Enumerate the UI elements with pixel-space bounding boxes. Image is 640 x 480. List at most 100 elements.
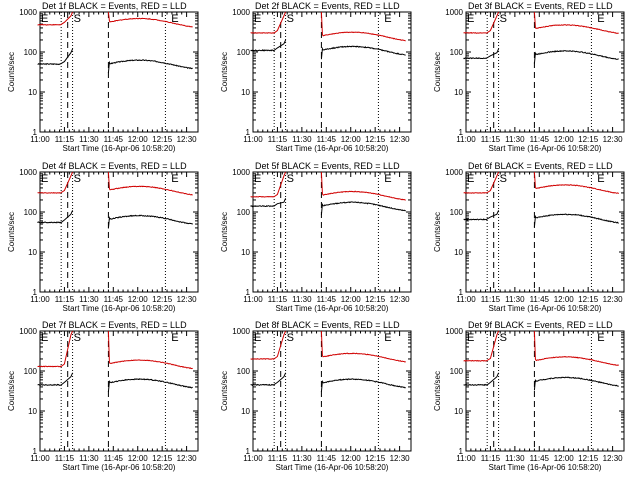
- y-tick-label: 1000: [445, 327, 463, 336]
- y-axis-label: Counts/sec: [220, 212, 229, 252]
- lld-series-line: [463, 330, 500, 362]
- lld-series-line: [533, 171, 620, 194]
- lld-series-line: [107, 171, 193, 196]
- plot-frame: [252, 11, 412, 133]
- lld-series-line: [250, 330, 287, 360]
- x-tick-label: 11:45: [317, 295, 337, 304]
- panel-title: Det 3f BLACK = Events, RED = LLD: [468, 1, 613, 11]
- y-tick-label: 1000: [445, 8, 463, 17]
- event-marker-label: E: [41, 332, 48, 344]
- y-tick-label: 1: [33, 288, 38, 297]
- x-tick-label: 12:30: [603, 295, 624, 304]
- lld-series-line: [320, 11, 406, 42]
- x-tick-label: 11:45: [530, 135, 550, 144]
- x-tick-label: 11:15: [55, 295, 75, 304]
- panel-title: Det 9f BLACK = Events, RED = LLD: [468, 320, 613, 330]
- plot-frame: [39, 330, 199, 452]
- events-series-line: [320, 201, 406, 216]
- lld-series-line: [463, 171, 500, 194]
- y-tick-label: 1000: [232, 327, 250, 336]
- x-tick-label: 12:30: [177, 295, 198, 304]
- x-tick-label: 11:15: [481, 454, 501, 463]
- x-tick-label: 12:00: [554, 454, 575, 463]
- y-tick-label: 100: [24, 48, 38, 57]
- x-tick-label: 11:45: [104, 295, 124, 304]
- x-tick-label: 12:15: [152, 295, 173, 304]
- events-series-line: [250, 39, 287, 52]
- detector-panel: Det 6f BLACK = Events, RED = LLD 1 10 100 10…: [433, 161, 625, 313]
- x-axis-label: Start Time (16-Apr-06 10:58:20): [489, 304, 602, 313]
- y-tick-label: 1: [459, 288, 464, 297]
- y-axis-label: Counts/sec: [220, 371, 229, 411]
- x-tick-label: 11:15: [55, 135, 75, 144]
- detector-panel: Det 4f BLACK = Events, RED = LLD 1 10 100 10…: [7, 161, 199, 313]
- y-tick-label: 100: [450, 367, 464, 376]
- plot-frame: [465, 330, 625, 452]
- event-marker-label: E: [384, 13, 391, 25]
- event-marker-label: E: [254, 332, 261, 344]
- x-axis-label: Start Time (16-Apr-06 10:58:20): [489, 144, 602, 153]
- y-axis-label: Counts/sec: [7, 52, 16, 92]
- x-tick-label: 11:00: [30, 295, 50, 304]
- y-tick-label: 1: [33, 128, 38, 137]
- x-axis-label: Start Time (16-Apr-06 10:58:20): [276, 304, 389, 313]
- plot-frame: [39, 11, 199, 133]
- x-tick-label: 12:30: [390, 135, 411, 144]
- x-tick-label: 11:45: [317, 135, 337, 144]
- x-tick-label: 12:00: [341, 454, 362, 463]
- x-tick-label: 12:15: [152, 454, 173, 463]
- event-marker-label: E: [467, 13, 474, 25]
- detector-panel: Det 3f BLACK = Events, RED = LLD 1 10 100 10…: [433, 1, 625, 153]
- y-axis-label: Counts/sec: [433, 52, 442, 92]
- y-tick-label: 1000: [19, 327, 37, 336]
- y-axis-label: Counts/sec: [7, 371, 16, 411]
- y-tick-label: 1: [246, 288, 251, 297]
- x-tick-label: 11:15: [268, 135, 288, 144]
- x-tick-label: 12:15: [578, 135, 599, 144]
- y-tick-label: 1000: [19, 8, 37, 17]
- x-tick-label: 11:00: [456, 454, 476, 463]
- x-tick-label: 11:15: [268, 454, 288, 463]
- plot-frame: [252, 330, 412, 452]
- events-series-line: [107, 378, 193, 392]
- event-marker-label: S: [287, 332, 294, 344]
- y-tick-label: 1: [246, 128, 251, 137]
- event-marker-label: E: [254, 173, 261, 185]
- events-series-line: [37, 210, 74, 224]
- events-series-line: [107, 59, 193, 73]
- lld-series-line: [463, 11, 500, 34]
- detector-panel: Det 2f BLACK = Events, RED = LLD 1 10 100 10…: [220, 1, 412, 153]
- x-tick-label: 12:15: [578, 454, 599, 463]
- detector-panel: Det 5f BLACK = Events, RED = LLD 1 10 100 10…: [220, 161, 412, 313]
- detector-panel: Det 8f BLACK = Events, RED = LLD 1 10 100 10…: [220, 320, 412, 472]
- events-series-line: [37, 372, 74, 386]
- event-marker-label: E: [41, 173, 48, 185]
- event-marker-label: E: [597, 332, 604, 344]
- panel-title: Det 7f BLACK = Events, RED = LLD: [42, 320, 187, 330]
- x-tick-label: 11:45: [104, 454, 124, 463]
- y-tick-label: 10: [454, 248, 463, 257]
- x-tick-label: 12:15: [152, 135, 173, 144]
- detector-panel: Det 9f BLACK = Events, RED = LLD 1 10 100 10…: [433, 320, 625, 472]
- events-series-line: [250, 198, 287, 208]
- y-tick-label: 1000: [19, 168, 37, 177]
- x-tick-label: 11:30: [292, 295, 312, 304]
- panel-title: Det 6f BLACK = Events, RED = LLD: [468, 161, 613, 171]
- x-axis-label: Start Time (16-Apr-06 10:58:20): [63, 463, 176, 472]
- y-tick-label: 1: [246, 447, 251, 456]
- y-tick-label: 10: [241, 248, 250, 257]
- lld-series-line: [107, 330, 193, 370]
- panel-title: Det 2f BLACK = Events, RED = LLD: [255, 1, 400, 11]
- lld-series-line: [250, 11, 287, 34]
- events-series-line: [463, 210, 500, 221]
- lld-series-line: [37, 330, 74, 368]
- x-tick-label: 11:00: [243, 454, 263, 463]
- y-tick-label: 1000: [445, 168, 463, 177]
- event-marker-label: S: [500, 332, 507, 344]
- x-tick-label: 12:00: [554, 135, 575, 144]
- lld-series-line: [320, 171, 406, 201]
- y-tick-label: 1: [459, 447, 464, 456]
- panel-title: Det 4f BLACK = Events, RED = LLD: [42, 161, 187, 171]
- event-marker-label: E: [171, 13, 178, 25]
- x-tick-label: 12:00: [341, 295, 362, 304]
